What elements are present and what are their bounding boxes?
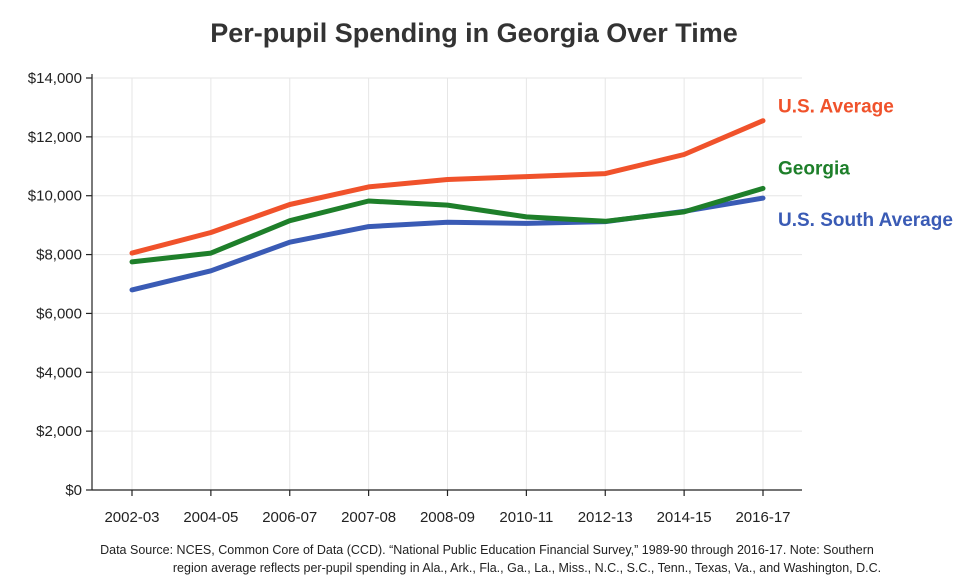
series-lines (129, 118, 766, 293)
gridlines (92, 77, 802, 491)
y-tick-label: $4,000 (36, 364, 82, 381)
x-tick-label: 2002-03 (104, 509, 159, 526)
chart-title: Per-pupil Spending in Georgia Over Time (210, 18, 738, 48)
footnote-line-1: Data Source: NCES, Common Core of Data (… (100, 543, 874, 557)
series-label-georgia: Georgia (778, 158, 850, 179)
series-labels: U.S. Average Georgia U.S. South Average (778, 97, 953, 231)
footnote-line-2: region average reflects per-pupil spendi… (173, 561, 881, 575)
x-tick-label: 2004-05 (183, 509, 238, 526)
y-tick-label: $6,000 (36, 305, 82, 322)
x-tick-label: 2016-17 (735, 509, 790, 526)
y-tick-label: $2,000 (36, 423, 82, 440)
y-tick-label: $12,000 (28, 129, 82, 146)
y-tick-label: $8,000 (36, 247, 82, 264)
x-tick-label: 2008-09 (420, 509, 475, 526)
x-tick-label: 2007-08 (341, 509, 396, 526)
series-line-georgia (129, 185, 766, 265)
series-label-u-s-average: U.S. Average (778, 97, 894, 118)
series-line-u-s-average (129, 118, 766, 256)
x-tick-label: 2012-13 (578, 509, 633, 526)
y-tick-label: $0 (65, 482, 82, 499)
x-tick-label: 2014-15 (657, 509, 712, 526)
y-tick-label: $14,000 (28, 70, 82, 87)
y-tick-label: $10,000 (28, 188, 82, 205)
x-tick-label: 2010-11 (499, 509, 553, 526)
series-label-u-s-south-average: U.S. South Average (778, 210, 953, 231)
x-tick-label: 2006-07 (262, 509, 317, 526)
axes: $0 $2,000 $4,000 $6,000 $8,000 $10,000 $12,000… (28, 70, 802, 526)
